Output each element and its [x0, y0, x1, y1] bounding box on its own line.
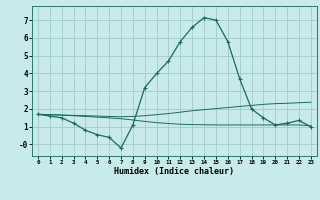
X-axis label: Humidex (Indice chaleur): Humidex (Indice chaleur)	[115, 167, 234, 176]
